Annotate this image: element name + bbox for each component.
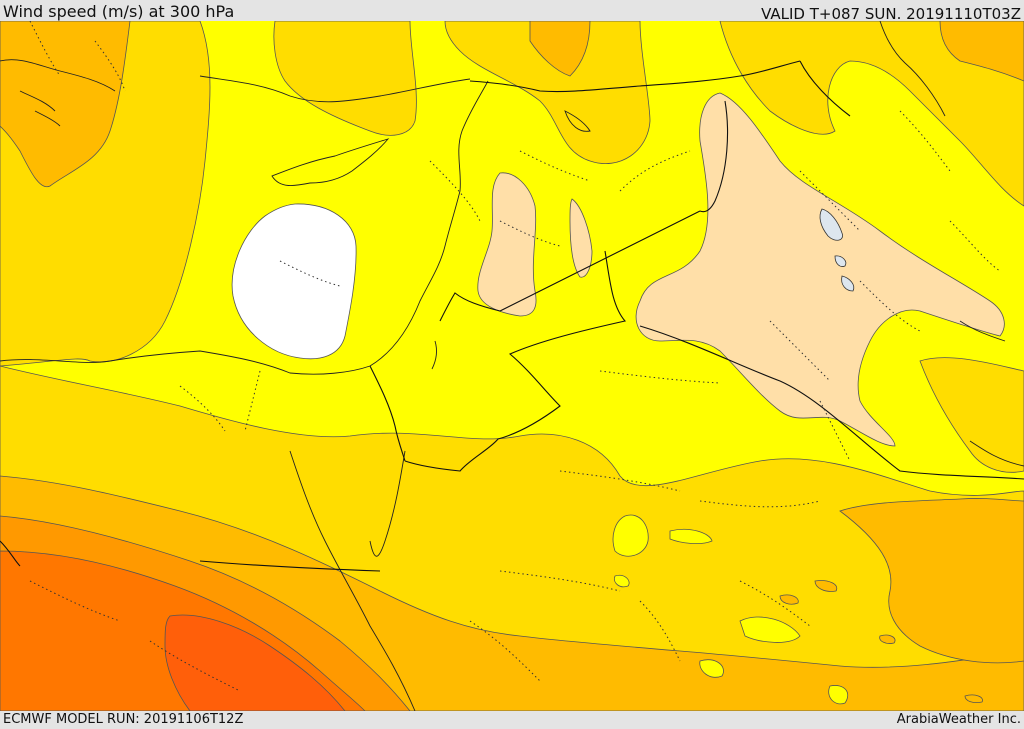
coastline-aegean (0, 59, 116, 127)
band-amber-north (529, 21, 591, 77)
lake-habbaniyah (834, 255, 847, 267)
lake-tharthar (819, 208, 843, 241)
coastline-dead-sea (431, 340, 437, 370)
band-peach-jordan (477, 172, 537, 317)
border-turkey-syria (469, 60, 801, 93)
island-yellow-6 (739, 616, 801, 643)
border-syria-iraq-jordan (439, 210, 701, 322)
valid-time: VALID T+087 SUN. 20191110T03Z (761, 5, 1021, 23)
border-jordan-saudi (404, 250, 627, 472)
band-gold-north-2 (444, 21, 651, 164)
band-gold-east (919, 357, 1024, 473)
coastline-cyprus (271, 138, 390, 186)
border-egypt-sudan (199, 560, 381, 572)
border-iran-iraq (699, 60, 851, 213)
island-yellow-2 (669, 528, 713, 545)
coastline-caspian (879, 21, 946, 117)
band-white-core (231, 203, 357, 360)
map-title: Wind speed (m/s) at 300 hPa (3, 2, 235, 21)
coastline-lake-van (564, 110, 591, 132)
coastline-med-levant (0, 80, 489, 375)
admin-boundaries (29, 21, 1001, 692)
model-run: ECMWF MODEL RUN: 20191106T12Z (3, 712, 244, 727)
coastline-persian-gulf (959, 320, 1024, 467)
band-amber-northwest (0, 21, 131, 188)
band-amber-southeast (839, 498, 1024, 664)
border-egypt-libya (0, 540, 21, 567)
coastline-red-sea (289, 450, 416, 711)
border-iraq-saudi (639, 325, 1024, 480)
lake-razazza (841, 275, 855, 292)
island-amber-2 (814, 580, 838, 592)
island-amber-4 (964, 694, 983, 704)
island-yellow-1 (612, 514, 649, 557)
island-amber-3 (879, 634, 896, 644)
band-gold-northeast (719, 21, 1024, 207)
footer-bar (0, 711, 1024, 729)
island-amber-1 (779, 594, 799, 605)
band-gold-north (273, 21, 417, 136)
header-bar (0, 0, 1024, 21)
credit: ArabiaWeather Inc. (896, 712, 1021, 727)
island-yellow-4 (699, 659, 724, 678)
band-amber-northeast (939, 21, 1024, 82)
band-red-orange-core (164, 614, 346, 711)
band-peach-east (635, 92, 1005, 447)
island-yellow-3 (613, 574, 630, 588)
island-yellow-5 (828, 685, 849, 705)
border-egypt-israel (369, 365, 406, 462)
wind-speed-map (0, 21, 1024, 711)
band-peach-strip (569, 198, 593, 278)
coastline-turkey (199, 75, 471, 103)
